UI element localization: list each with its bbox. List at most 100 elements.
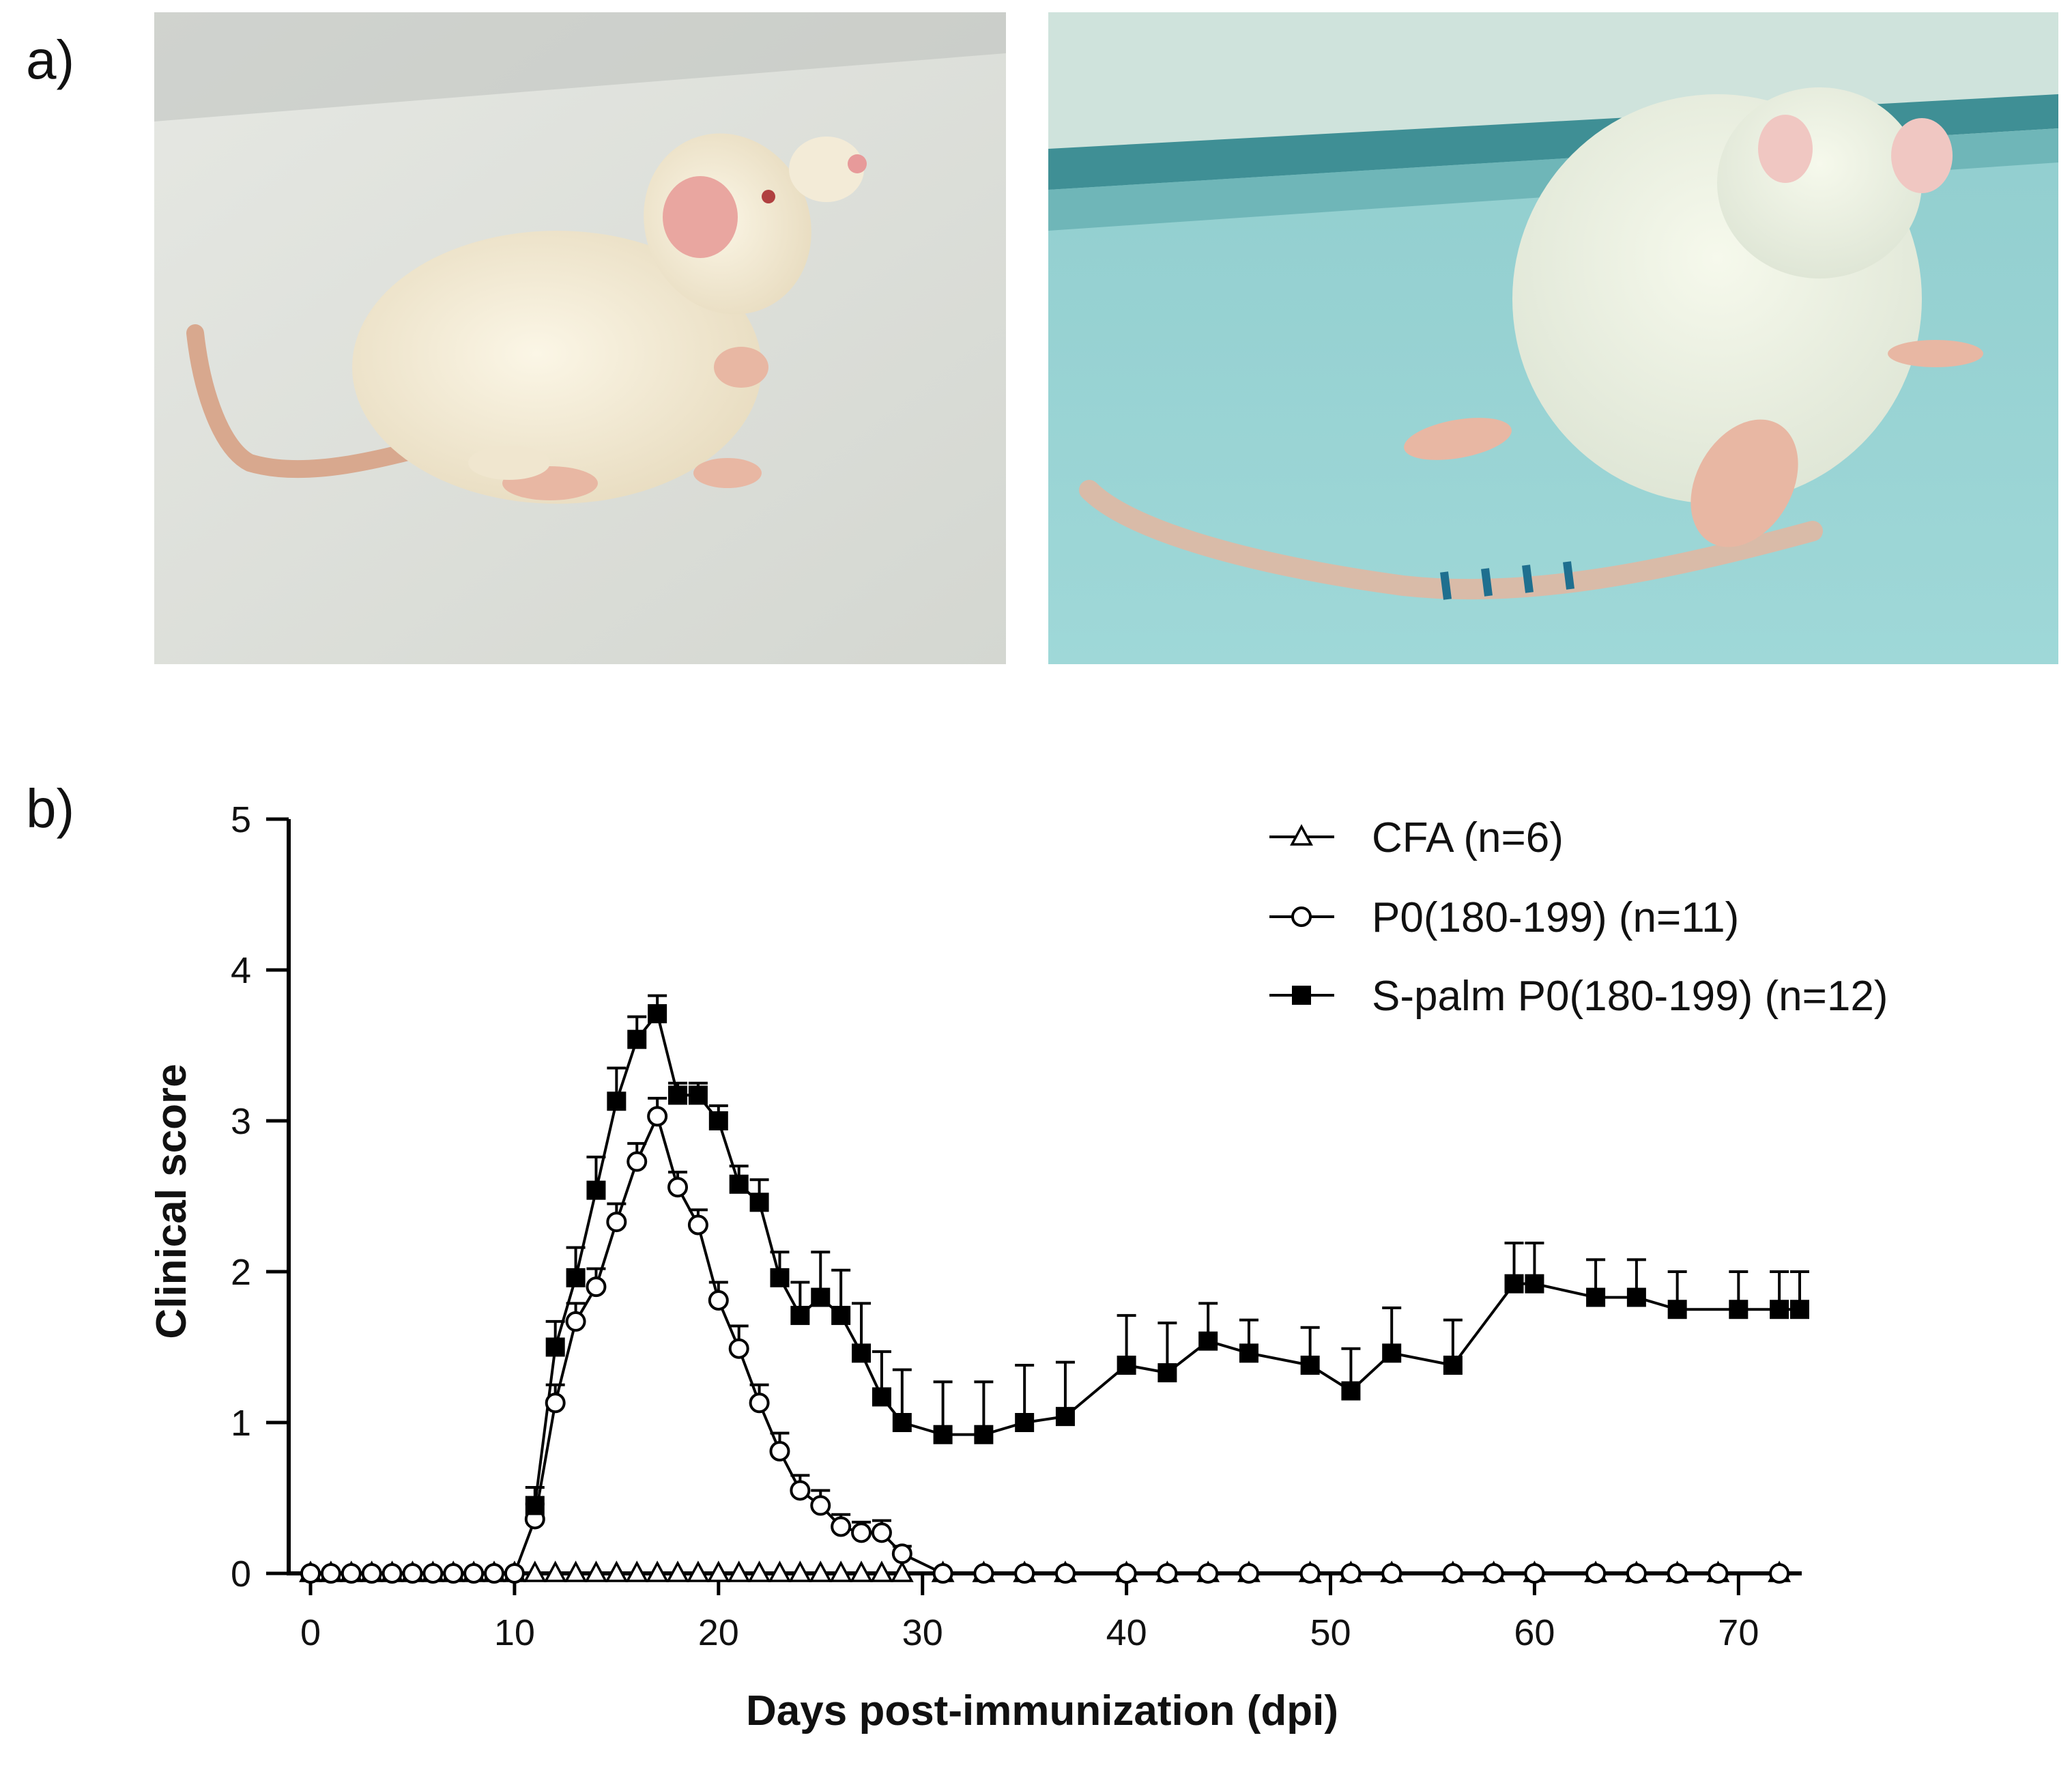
y-tick-label: 3 (231, 1101, 251, 1142)
data-point (586, 1180, 606, 1200)
data-point (1525, 1274, 1544, 1294)
data-point (382, 1563, 403, 1584)
data-point (341, 1563, 362, 1584)
data-point (1381, 1563, 1402, 1584)
legend-label: CFA (n=6) (1372, 814, 1564, 861)
data-point (688, 1085, 708, 1105)
data-point (788, 1560, 812, 1582)
data-point (933, 1425, 953, 1444)
x-axis-title: Days post-immunization (dpi) (746, 1687, 1338, 1734)
data-point (1442, 1563, 1463, 1584)
x-tick-label: 10 (494, 1612, 535, 1653)
y-axis-title: Clinical score (148, 1063, 195, 1339)
y-tick-label: 5 (231, 799, 251, 840)
data-point (727, 1560, 751, 1582)
x-tick-label: 60 (1514, 1612, 1555, 1653)
data-point (872, 1387, 891, 1407)
data-point (545, 1393, 566, 1414)
data-point (852, 1343, 872, 1363)
data-point (932, 1563, 953, 1584)
data-point (1524, 1563, 1545, 1584)
data-point (648, 1004, 667, 1024)
data-point (770, 1268, 790, 1287)
data-point (300, 1563, 321, 1584)
data-point (1055, 1407, 1075, 1427)
legend-label: P0(180-199) (n=11) (1372, 894, 1739, 941)
data-point (1157, 1363, 1177, 1383)
data-point (1340, 1563, 1362, 1584)
data-point (564, 1560, 588, 1582)
x-tick-label: 40 (1106, 1612, 1147, 1653)
data-point (790, 1306, 810, 1326)
panel-b-label: b) (26, 778, 75, 839)
series-line (533, 1010, 1800, 1506)
chart-legend: CFA (n=6) P0(180-199) (n=11) S-palm P0(180… (1269, 814, 1888, 1020)
data-point (545, 1337, 565, 1357)
data-point (1198, 1331, 1218, 1351)
data-point (974, 1425, 994, 1444)
data-point (422, 1563, 444, 1584)
data-point (790, 1480, 811, 1501)
data-point (1117, 1356, 1136, 1375)
data-point (728, 1338, 749, 1359)
data-point (769, 1440, 790, 1461)
data-point (768, 1560, 792, 1582)
data-point (851, 1522, 872, 1543)
x-tick-label: 20 (698, 1612, 739, 1653)
healthy-rat-photo (154, 12, 1006, 664)
data-point (606, 1212, 627, 1233)
data-point (543, 1560, 567, 1582)
data-point (646, 1560, 670, 1582)
data-point (810, 1495, 831, 1516)
data-point (1626, 1563, 1647, 1584)
data-point (749, 1193, 769, 1212)
data-point (443, 1563, 464, 1584)
data-point (504, 1563, 525, 1584)
data-point (687, 1214, 708, 1236)
data-point (831, 1306, 851, 1326)
data-point (1790, 1300, 1809, 1319)
data-point (1116, 1563, 1137, 1584)
data-point (1626, 1287, 1646, 1307)
y-tick-label: 1 (231, 1403, 251, 1444)
data-point (525, 1496, 545, 1515)
data-point (523, 1560, 547, 1582)
data-point (1382, 1343, 1402, 1363)
data-point (890, 1560, 914, 1582)
data-point (829, 1560, 853, 1582)
data-point (708, 1111, 728, 1130)
y-tick-label: 0 (231, 1554, 251, 1595)
data-point (729, 1174, 749, 1194)
chart-error-bars (525, 994, 1809, 1554)
data-point (1014, 1563, 1035, 1584)
data-point (647, 1106, 668, 1127)
legend-label: S-palm P0(180-199) (n=12) (1372, 973, 1888, 1020)
paralyzed-rat-photo (1048, 12, 2058, 664)
data-point (749, 1393, 770, 1414)
data-point (1769, 1563, 1790, 1584)
data-point (892, 1413, 912, 1432)
data-point (1770, 1300, 1789, 1319)
data-point (1015, 1413, 1035, 1432)
legend-marker (1292, 986, 1311, 1005)
data-point (1667, 1563, 1688, 1584)
chart-markers (299, 1004, 1809, 1584)
data-point (1667, 1300, 1687, 1319)
data-point (605, 1560, 629, 1582)
data-point (870, 1560, 893, 1582)
data-point (1300, 1356, 1320, 1375)
data-point (1299, 1563, 1321, 1584)
y-tick-label: 2 (231, 1252, 251, 1293)
data-point (402, 1563, 423, 1584)
data-point (668, 1085, 688, 1105)
data-point (1504, 1274, 1524, 1294)
data-point (584, 1560, 608, 1582)
data-point (1443, 1356, 1463, 1375)
data-point (627, 1151, 648, 1172)
data-point (1341, 1381, 1361, 1401)
data-point (871, 1522, 892, 1543)
data-point (973, 1563, 994, 1584)
data-point (484, 1563, 505, 1584)
data-point (1585, 1563, 1607, 1584)
data-point (607, 1091, 627, 1111)
